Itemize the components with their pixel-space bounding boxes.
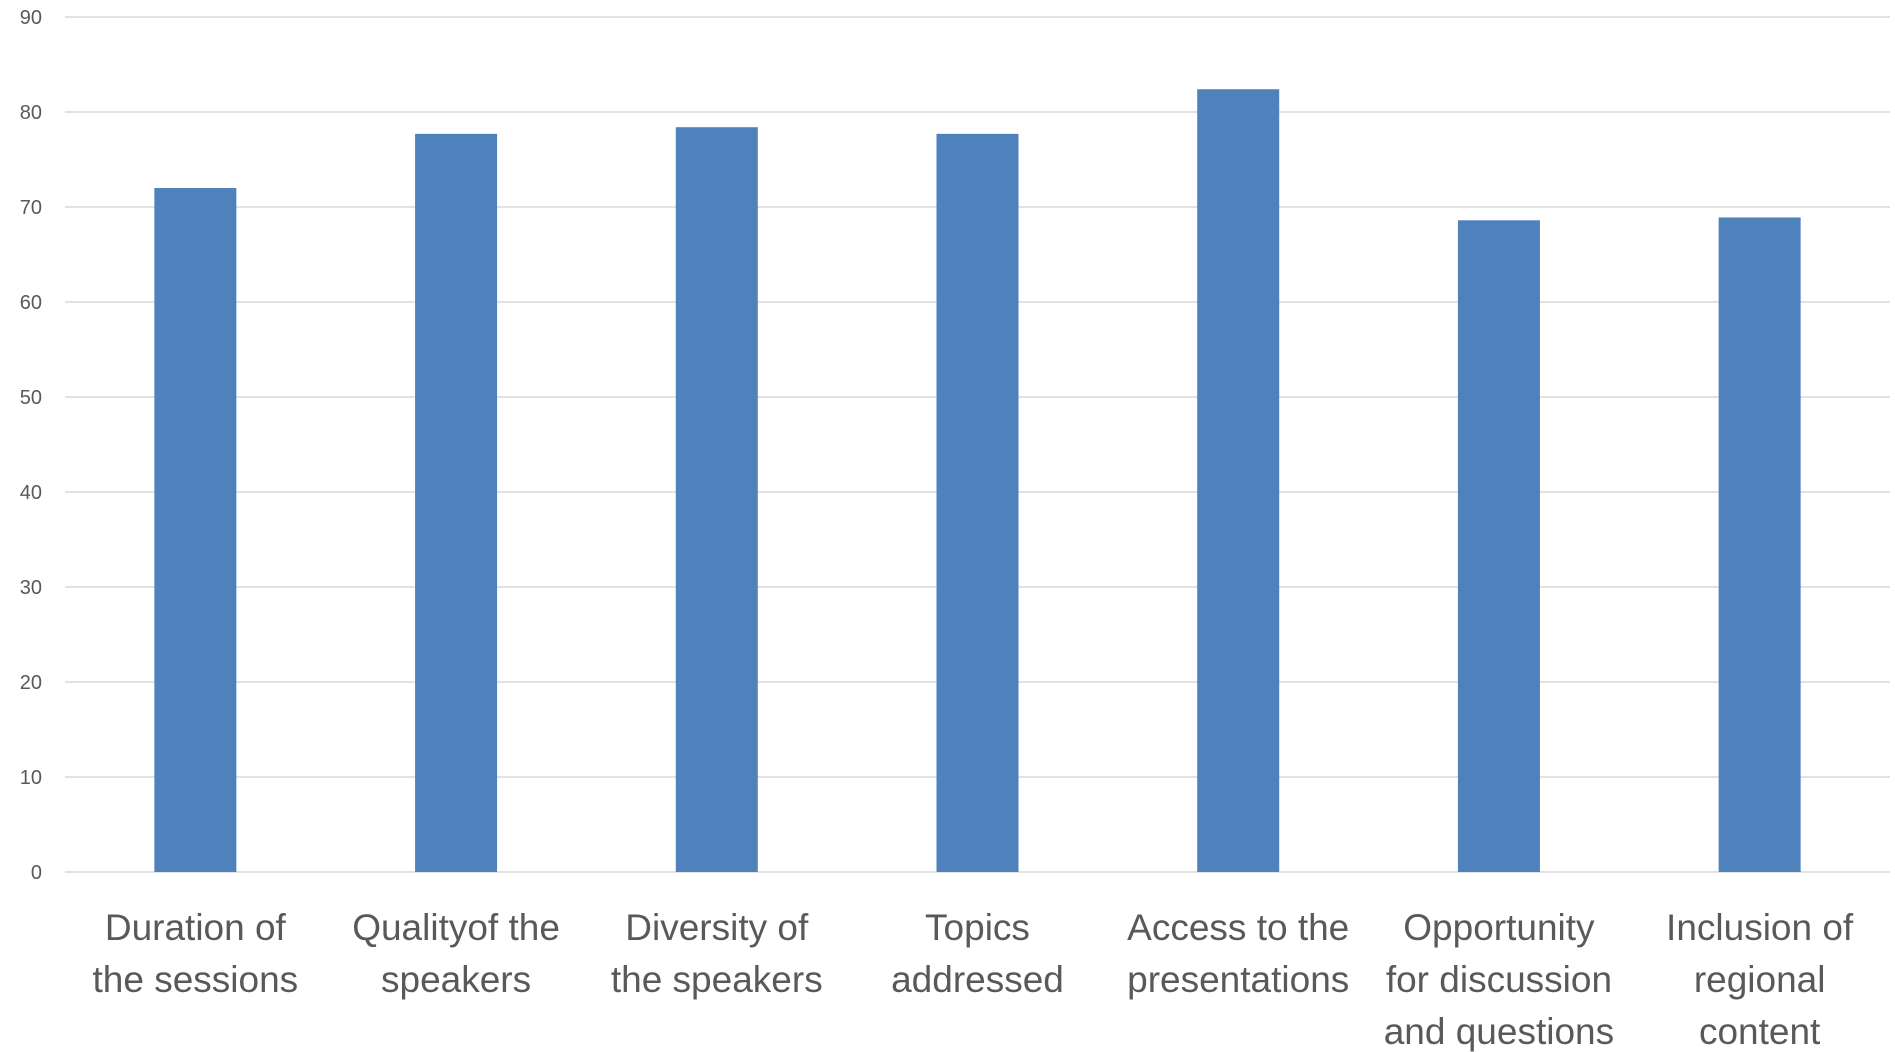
y-tick-label-60: 60 [20, 292, 42, 314]
bar-3 [675, 127, 758, 872]
x-category-label-3: Diversity of the speakers [611, 907, 823, 1000]
y-tick-label-90: 90 [20, 7, 42, 29]
x-category-label-line: Inclusion of [1666, 907, 1854, 948]
bars [154, 89, 1801, 873]
bar-5 [1197, 89, 1280, 872]
x-category-label-line: the sessions [93, 959, 299, 1000]
bar-6 [1457, 220, 1540, 873]
x-category-label-line: speakers [381, 959, 531, 1000]
y-tick-label-40: 40 [20, 482, 42, 504]
x-category-label-line: Qualityof the [352, 907, 560, 948]
y-tick-label-70: 70 [20, 197, 42, 219]
x-category-label-line: Diversity of [625, 907, 809, 948]
x-category-label-line: content [1699, 1011, 1821, 1052]
x-category-label-7: Inclusion of regional content [1666, 907, 1854, 1052]
x-category-label-2: Qualityof the speakers [352, 907, 560, 1000]
y-axis-ticks: 0 10 20 30 40 50 60 70 80 90 [20, 7, 42, 884]
y-tick-label-10: 10 [20, 767, 42, 789]
x-category-label-line: presentations [1127, 959, 1349, 1000]
x-category-label-1: Duration of the sessions [93, 907, 299, 1000]
x-category-label-6: Opportunity for discussion and questions [1384, 907, 1614, 1052]
y-tick-label-50: 50 [20, 387, 42, 409]
y-tick-label-80: 80 [20, 102, 42, 124]
x-axis-labels: Duration of the sessions Qualityof the spea… [93, 907, 1854, 1052]
bar-1 [154, 188, 237, 872]
x-category-label-line: Topics [925, 907, 1030, 948]
x-category-label-4: Topics addressed [891, 907, 1064, 1000]
y-tick-label-20: 20 [20, 672, 42, 694]
x-category-label-line: the speakers [611, 959, 823, 1000]
x-category-label-line: Duration of [105, 907, 287, 948]
bar-7 [1718, 217, 1801, 872]
y-tick-label-30: 30 [20, 577, 42, 599]
x-category-label-line: Opportunity [1403, 907, 1595, 948]
bar-2 [415, 133, 498, 873]
x-category-label-line: and questions [1384, 1011, 1614, 1052]
y-tick-label-0: 0 [31, 862, 42, 884]
bar-4 [936, 133, 1019, 873]
x-category-label-5: Access to the presentations [1127, 907, 1349, 1000]
x-category-label-line: for discussion [1386, 959, 1612, 1000]
x-category-label-line: addressed [891, 959, 1064, 1000]
x-category-label-line: regional [1694, 959, 1826, 1000]
x-category-label-line: Access to the [1127, 907, 1349, 948]
